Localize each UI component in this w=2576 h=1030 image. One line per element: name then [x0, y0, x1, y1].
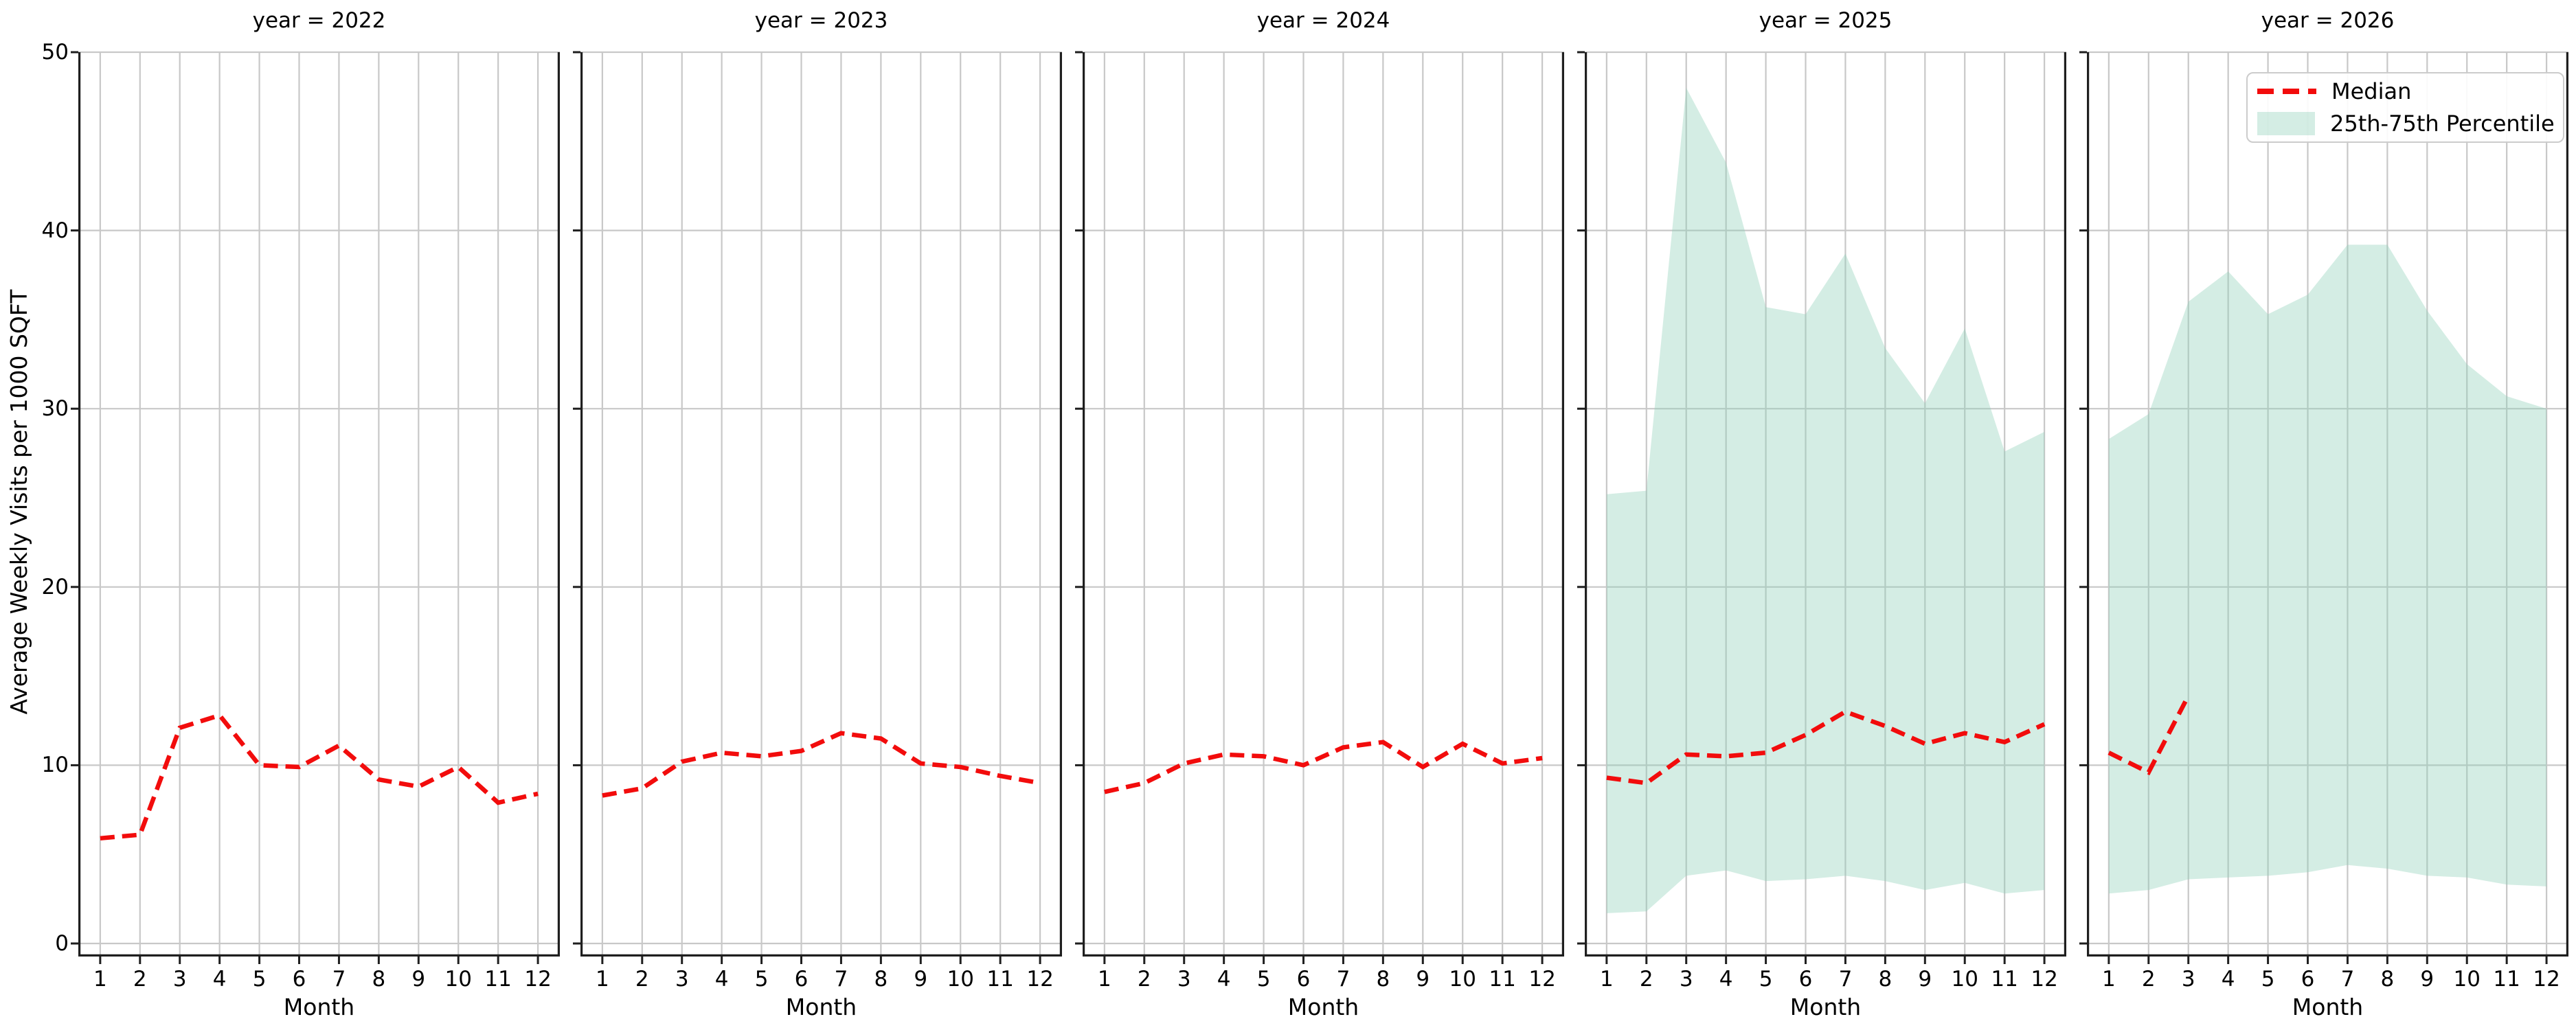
x-tick-label-2025-4: 4: [1719, 967, 1733, 992]
x-tick-label-2023-7: 7: [834, 967, 848, 992]
percentile-band-swatch-icon: [2257, 111, 2315, 135]
facet-title-2022: year = 2022: [252, 8, 386, 33]
x-tick-label-2025-11: 11: [1991, 967, 2018, 992]
y-tick-label-20: 20: [41, 574, 69, 599]
median-line-swatch-icon: [2257, 89, 2316, 95]
x-tick-label-2026-11: 11: [2493, 967, 2520, 992]
legend-item-percentile-band: 25th-75th Percentile: [2257, 110, 2555, 138]
y-tick-label-10: 10: [41, 753, 69, 778]
x-tick-label-2025-5: 5: [1759, 967, 1773, 992]
facet-title-2023: year = 2023: [754, 8, 888, 33]
plot-area-2024: [1075, 51, 1565, 964]
x-tick-label-2024-9: 9: [1416, 967, 1430, 992]
percentile-band: [1606, 87, 2045, 913]
x-tick-label-2022-8: 8: [372, 967, 386, 992]
legend-item-median: Median: [2257, 78, 2553, 106]
x-tick-label-2022-12: 12: [524, 967, 552, 992]
x-tick-label-2023-1: 1: [595, 967, 609, 992]
plot-area-2023: [573, 51, 1063, 964]
x-tick-label-2025-9: 9: [1918, 967, 1932, 992]
x-tick-label-2022-10: 10: [444, 967, 472, 992]
facet-title-2025: year = 2025: [1759, 8, 1893, 33]
x-tick-label-2025-7: 7: [1838, 967, 1853, 992]
plot-area-2022: [71, 51, 561, 964]
x-tick-label-2026-10: 10: [2453, 967, 2481, 992]
x-tick-label-2023-9: 9: [914, 967, 928, 992]
x-tick-label-2023-4: 4: [714, 967, 729, 992]
x-tick-label-2022-6: 6: [292, 967, 306, 992]
legend: Median 25th-75th Percentile: [2246, 72, 2564, 143]
x-tick-label-2023-5: 5: [754, 967, 769, 992]
x-axis-title-2024: Month: [1287, 994, 1359, 1020]
y-tick-label-0: 0: [55, 931, 69, 956]
x-tick-label-2022-11: 11: [484, 967, 512, 992]
x-tick-label-2022-7: 7: [332, 967, 346, 992]
x-axis-title-2026: Month: [2292, 994, 2364, 1020]
y-axis-title: Average Weekly Visits per 1000 SQFT: [5, 289, 32, 715]
x-tick-label-2023-3: 3: [675, 967, 689, 992]
x-tick-label-2023-11: 11: [986, 967, 1014, 992]
x-tick-label-2023-8: 8: [874, 967, 888, 992]
x-tick-label-2026-4: 4: [2221, 967, 2235, 992]
x-tick-label-2024-4: 4: [1217, 967, 1231, 992]
median-line: [1104, 740, 1543, 794]
percentile-band: [2108, 244, 2547, 894]
x-tick-label-2025-10: 10: [1951, 967, 1978, 992]
facet-title-2024: year = 2024: [1256, 8, 1390, 33]
x-tick-label-2026-5: 5: [2261, 967, 2275, 992]
x-tick-label-2024-5: 5: [1256, 967, 1271, 992]
x-tick-label-2022-9: 9: [411, 967, 426, 992]
x-tick-label-2026-3: 3: [2181, 967, 2195, 992]
x-axis-title-2022: Month: [283, 994, 355, 1020]
legend-label-percentile-band: 25th-75th Percentile: [2330, 110, 2555, 137]
legend-label-median: Median: [2331, 78, 2412, 105]
median-line: [602, 731, 1041, 798]
y-tick-label-40: 40: [41, 218, 69, 243]
x-tick-label-2026-12: 12: [2533, 967, 2560, 992]
x-tick-label-2024-1: 1: [1097, 967, 1111, 992]
x-tick-label-2022-2: 2: [133, 967, 147, 992]
x-tick-label-2025-2: 2: [1639, 967, 1653, 992]
x-axis-title-2023: Month: [785, 994, 857, 1020]
x-tick-label-2022-4: 4: [212, 967, 227, 992]
x-tick-label-2023-12: 12: [1026, 967, 1054, 992]
x-tick-label-2024-2: 2: [1137, 967, 1151, 992]
x-tick-label-2022-5: 5: [252, 967, 267, 992]
x-tick-label-2023-2: 2: [635, 967, 649, 992]
plot-area-2026: [2079, 51, 2569, 964]
x-tick-label-2025-1: 1: [1599, 967, 1614, 992]
x-tick-label-2025-6: 6: [1798, 967, 1813, 992]
median-line: [100, 712, 539, 841]
x-tick-label-2024-12: 12: [1528, 967, 1556, 992]
x-tick-label-2022-1: 1: [93, 967, 107, 992]
x-tick-label-2026-6: 6: [2301, 967, 2315, 992]
x-tick-label-2024-8: 8: [1376, 967, 1390, 992]
x-tick-label-2025-12: 12: [2031, 967, 2058, 992]
facet-title-2026: year = 2026: [2261, 8, 2395, 33]
x-tick-label-2026-9: 9: [2420, 967, 2434, 992]
x-tick-label-2025-8: 8: [1878, 967, 1893, 992]
x-tick-label-2026-1: 1: [2101, 967, 2116, 992]
x-tick-label-2026-2: 2: [2141, 967, 2156, 992]
median-line: [2108, 694, 2191, 776]
x-tick-label-2024-10: 10: [1449, 967, 1476, 992]
x-tick-label-2026-8: 8: [2380, 967, 2395, 992]
x-tick-label-2022-3: 3: [172, 967, 187, 992]
x-tick-label-2024-7: 7: [1336, 967, 1351, 992]
y-tick-label-50: 50: [41, 40, 69, 65]
x-tick-label-2024-6: 6: [1296, 967, 1311, 992]
x-tick-label-2024-3: 3: [1177, 967, 1191, 992]
x-tick-label-2024-11: 11: [1489, 967, 1516, 992]
x-tick-label-2023-10: 10: [947, 967, 974, 992]
plot-area-2025: [1577, 51, 2067, 964]
y-tick-label-30: 30: [41, 396, 69, 422]
x-axis-title-2025: Month: [1789, 994, 1862, 1020]
x-tick-label-2025-3: 3: [1679, 967, 1693, 992]
x-tick-label-2026-7: 7: [2340, 967, 2355, 992]
x-tick-label-2023-6: 6: [794, 967, 809, 992]
